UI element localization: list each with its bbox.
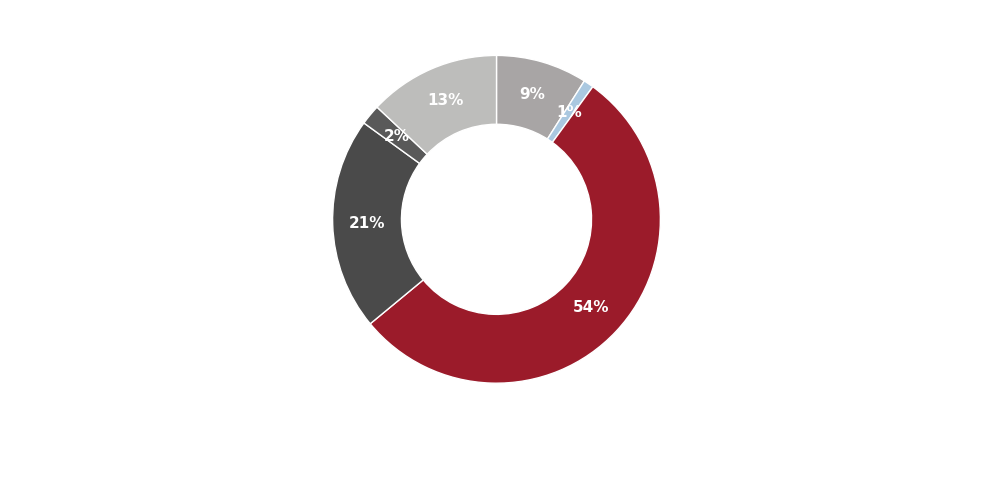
Wedge shape — [547, 81, 593, 142]
Wedge shape — [333, 123, 423, 324]
Wedge shape — [377, 55, 496, 154]
Text: 13%: 13% — [427, 93, 464, 108]
Wedge shape — [363, 107, 427, 163]
Wedge shape — [496, 55, 584, 139]
Text: 1%: 1% — [556, 105, 582, 120]
Text: 9%: 9% — [519, 88, 545, 103]
Text: 2%: 2% — [383, 129, 410, 144]
Wedge shape — [370, 87, 660, 383]
Text: 54%: 54% — [573, 300, 609, 315]
Text: 21%: 21% — [349, 216, 385, 231]
